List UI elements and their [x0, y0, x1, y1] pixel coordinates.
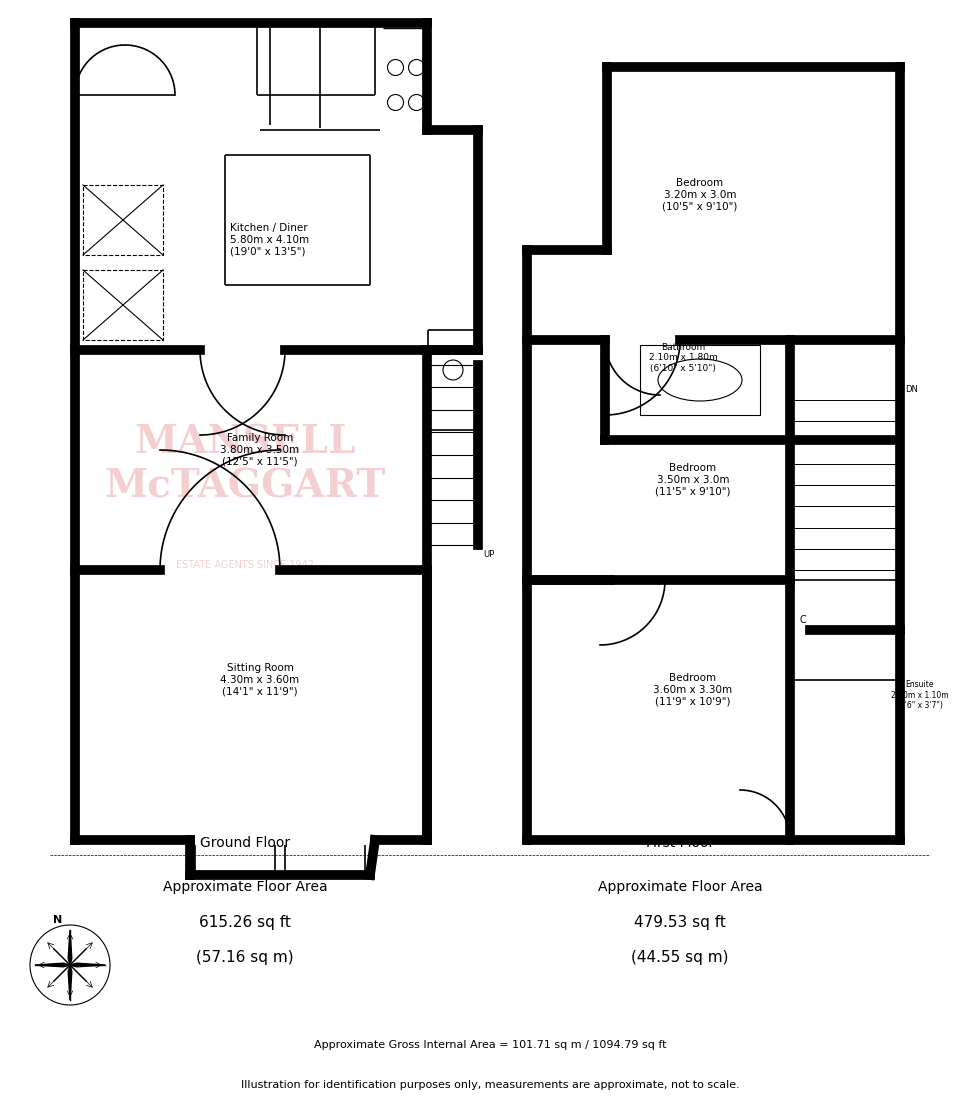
Text: First Floor: First Floor	[646, 836, 714, 850]
Text: C: C	[800, 615, 807, 626]
Text: 615.26 sq ft: 615.26 sq ft	[199, 915, 291, 930]
Text: Bedroom
3.60m x 3.30m
(11'9" x 10'9"): Bedroom 3.60m x 3.30m (11'9" x 10'9")	[654, 674, 733, 707]
Text: Bedroom
3.20m x 3.0m
(10'5" x 9'10"): Bedroom 3.20m x 3.0m (10'5" x 9'10")	[662, 179, 738, 211]
Text: DN: DN	[905, 385, 918, 394]
Text: UP: UP	[483, 551, 494, 560]
Text: MANSELL
McTAGGART: MANSELL McTAGGART	[105, 424, 385, 506]
Text: 479.53 sq ft: 479.53 sq ft	[634, 915, 726, 930]
Polygon shape	[70, 963, 105, 967]
Text: ESTATE AGENTS SINCE 1942: ESTATE AGENTS SINCE 1942	[176, 560, 314, 570]
Text: Bedroom
3.50m x 3.0m
(11'5" x 9'10"): Bedroom 3.50m x 3.0m (11'5" x 9'10")	[656, 464, 731, 497]
Text: Approximate Floor Area: Approximate Floor Area	[163, 880, 327, 894]
Text: Sitting Room
4.30m x 3.60m
(14'1" x 11'9"): Sitting Room 4.30m x 3.60m (14'1" x 11'9…	[220, 663, 300, 697]
Bar	[83, 270, 163, 340]
Text: Bathroom
2.10m x 1.80m
(6'10" x 5'10"): Bathroom 2.10m x 1.80m (6'10" x 5'10")	[649, 343, 717, 373]
Text: Approximate Gross Internal Area = 101.71 sq m / 1094.79 sq ft: Approximate Gross Internal Area = 101.71…	[314, 1040, 666, 1050]
Polygon shape	[69, 965, 72, 1000]
Text: Approximate Floor Area: Approximate Floor Area	[598, 880, 762, 894]
Bar	[83, 185, 163, 255]
Text: Illustration for identification purposes only, measurements are approximate, not: Illustration for identification purposes…	[241, 1080, 739, 1090]
Text: N: N	[53, 915, 63, 925]
Polygon shape	[35, 963, 70, 967]
Text: (44.55 sq m): (44.55 sq m)	[631, 949, 729, 965]
Polygon shape	[69, 930, 72, 965]
Text: Kitchen / Diner
5.80m x 4.10m
(19'0" x 13'5"): Kitchen / Diner 5.80m x 4.10m (19'0" x 1…	[230, 223, 309, 257]
Text: (57.16 sq m): (57.16 sq m)	[196, 949, 294, 965]
Text: Ground Floor: Ground Floor	[200, 836, 290, 850]
Bar	[640, 345, 760, 416]
Text: Ensuite
2.60m x 1.10m
(8'6" x 3'7"): Ensuite 2.60m x 1.10m (8'6" x 3'7")	[891, 680, 949, 710]
Text: Family Room
3.80m x 3.50m
(12'5" x 11'5"): Family Room 3.80m x 3.50m (12'5" x 11'5"…	[220, 433, 300, 467]
